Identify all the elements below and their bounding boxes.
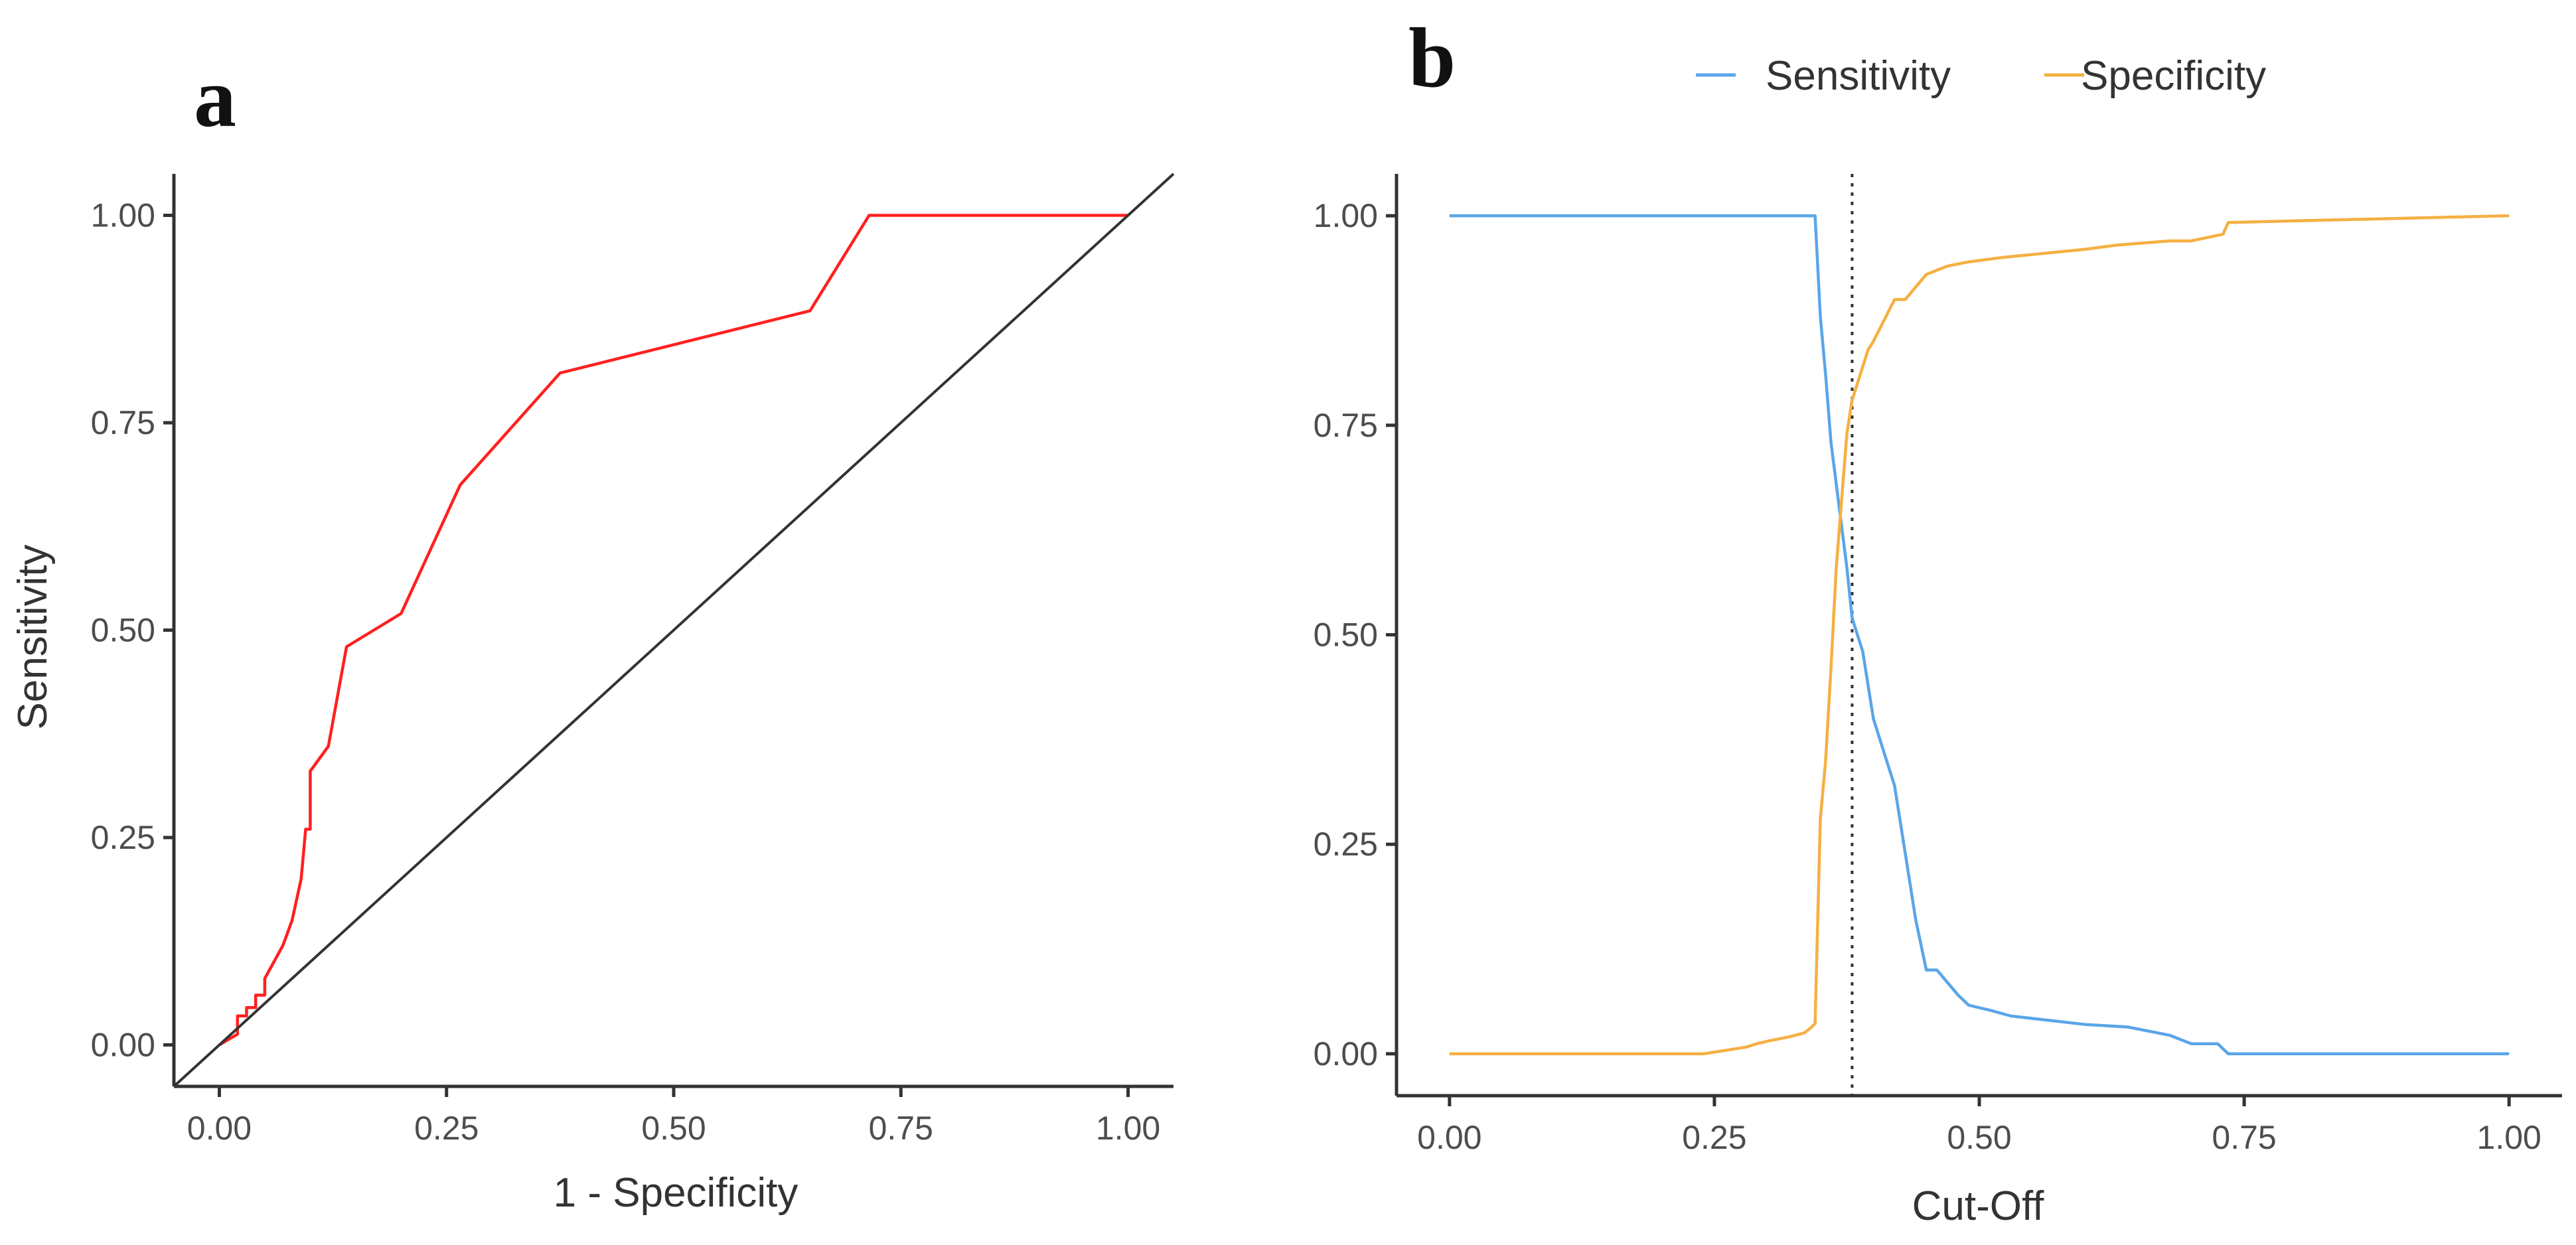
panel-b-y-tick-label: 0.25	[1314, 826, 1378, 863]
panel-b-x-tick-label: 0.75	[2212, 1119, 2276, 1156]
panel-b-line-specificity	[1449, 214, 2510, 1056]
panel-b-y-tick-label: 1.00	[1314, 197, 1378, 234]
panel-b-line-sensitivity	[1449, 214, 2510, 1056]
panel-b-x-tick-label: 0.00	[1417, 1119, 1481, 1156]
panel-a-x-tick-label: 0.75	[869, 1110, 933, 1147]
panel-a-y-tick-label: 1.00	[91, 197, 155, 234]
panel-a-y-tick-label: 0.75	[91, 404, 155, 441]
panel-a-y-tick-label: 0.25	[91, 819, 155, 856]
panel-b-x-tick-label: 0.25	[1682, 1119, 1746, 1156]
legend-label-sensitivity: Sensitivity	[1766, 53, 1951, 99]
legend-label-specificity: Specificity	[2081, 53, 2266, 99]
panel-a-x-tick-label: 1.00	[1096, 1110, 1160, 1147]
panel-b-x-tick-label: 1.00	[2477, 1119, 2541, 1156]
panel-a-x-tick-label: 0.50	[641, 1110, 706, 1147]
panel-b-y-tick-label: 0.75	[1314, 407, 1378, 444]
panel-a-y-tick-label: 0.00	[91, 1027, 155, 1064]
panel-b-series	[1449, 174, 2510, 1096]
panel-b-cutoff-chart: b Sensitivity Specificity 0.00 0.25 0.50 0.…	[1314, 11, 2562, 1229]
panel-b-y-tick-label: 0.50	[1314, 617, 1378, 654]
panel-a-x-tick-label: 0.25	[414, 1110, 479, 1147]
panel-a-roc-chart: a 0.00 0.25 0.50 0.75 1.00 0.00 0.25 0.50 0.75 1.…	[10, 50, 1175, 1216]
panel-b-label: b	[1408, 11, 1456, 105]
panel-a-ticks: 0.00 0.25 0.50 0.75 1.00 0.00 0.25 0.50 0.75 1.00	[91, 197, 1161, 1147]
panel-b-y-tick-label: 0.00	[1314, 1035, 1378, 1072]
panel-a-line-reference-diagonal	[173, 173, 1175, 1088]
panel-a-y-tick-label: 0.50	[91, 612, 155, 649]
panel-b-x-axis-title: Cut-Off	[1912, 1183, 2044, 1229]
panel-a-line-roc-curve	[218, 214, 1128, 1047]
panel-b-ticks: 0.00 0.25 0.50 0.75 1.00 0.00 0.25 0.50 0.75 1.00	[1314, 197, 2541, 1156]
panel-a-x-tick-label: 0.00	[187, 1110, 252, 1147]
panel-a-series	[173, 173, 1175, 1088]
panel-b-legend: Sensitivity Specificity	[1696, 53, 2266, 99]
panel-b-x-tick-label: 0.50	[1947, 1119, 2011, 1156]
panel-a-label: a	[194, 50, 236, 145]
panel-a-y-axis-title: Sensitivity	[10, 544, 56, 729]
panel-a-x-axis-title: 1 - Specificity	[554, 1170, 798, 1216]
